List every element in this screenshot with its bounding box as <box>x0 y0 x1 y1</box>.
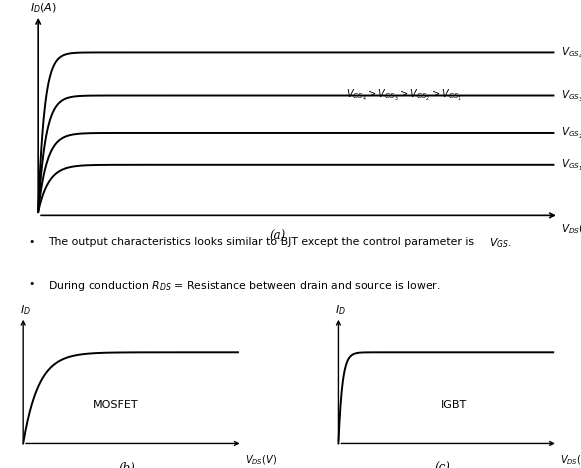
Text: (a): (a) <box>269 230 285 243</box>
Text: $V_{GS_4}$: $V_{GS_4}$ <box>561 46 581 61</box>
Text: •: • <box>28 278 35 289</box>
Text: $V_{DS}(V)$: $V_{DS}(V)$ <box>560 453 581 467</box>
Text: $V_{GS_2}$: $V_{GS_2}$ <box>561 126 581 141</box>
Text: The output characteristics looks similar to BJT except the control parameter is: The output characteristics looks similar… <box>48 237 478 247</box>
Text: $I_D$: $I_D$ <box>20 303 31 317</box>
Text: During conduction $R_{DS}$ = Resistance between drain and source is lower.: During conduction $R_{DS}$ = Resistance … <box>48 278 440 292</box>
Text: $V_{GS_3}$: $V_{GS_3}$ <box>561 89 581 104</box>
Text: $V_{GS_1}$: $V_{GS_1}$ <box>561 158 581 173</box>
Text: $V_{GS_4} > V_{GS_3} > V_{GS_2} > V_{GS_1}$: $V_{GS_4} > V_{GS_3} > V_{GS_2} > V_{GS_… <box>346 88 462 103</box>
Text: (b): (b) <box>119 462 135 468</box>
Text: $V_{DS}(V)$: $V_{DS}(V)$ <box>561 223 581 236</box>
Text: •: • <box>28 237 35 247</box>
Text: $I_D$: $I_D$ <box>335 303 346 317</box>
Text: MOSFET: MOSFET <box>93 401 138 410</box>
Text: $I_D(A)$: $I_D(A)$ <box>30 1 57 15</box>
Text: $V_{GS}$.: $V_{GS}$. <box>489 237 511 250</box>
Text: (c): (c) <box>435 462 450 468</box>
Text: IGBT: IGBT <box>441 401 467 410</box>
Text: $V_{DS}(V)$: $V_{DS}(V)$ <box>245 453 277 467</box>
